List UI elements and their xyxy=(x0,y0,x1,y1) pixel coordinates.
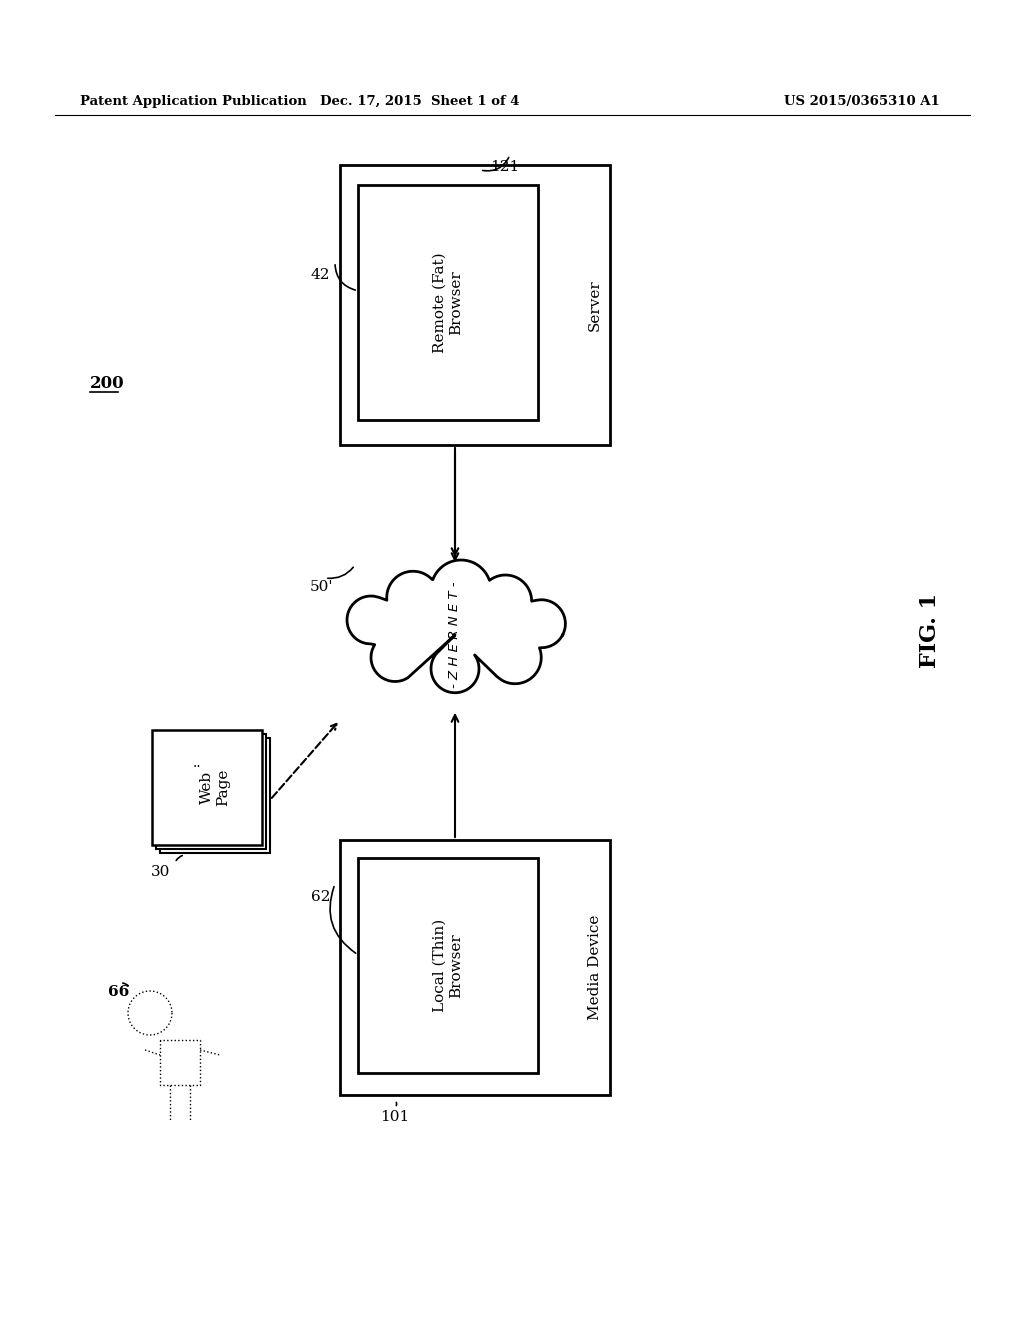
Text: 30: 30 xyxy=(151,865,170,879)
Text: Web
Page: Web Page xyxy=(200,768,230,807)
Text: 121: 121 xyxy=(490,160,519,174)
Polygon shape xyxy=(347,560,565,693)
Text: 50': 50' xyxy=(310,579,334,594)
Text: 66: 66 xyxy=(108,985,129,999)
Text: Local (Thin)
Browser: Local (Thin) Browser xyxy=(433,919,463,1012)
Text: ··: ·· xyxy=(193,760,202,774)
Bar xyxy=(358,185,538,420)
Text: 62: 62 xyxy=(310,890,330,904)
Bar xyxy=(152,730,262,845)
Text: 200: 200 xyxy=(90,375,125,392)
Bar xyxy=(340,165,610,445)
Bar xyxy=(358,858,538,1073)
Text: - Z H E R N E T -: - Z H E R N E T - xyxy=(449,582,462,688)
Text: FIG. 1: FIG. 1 xyxy=(919,593,941,668)
Bar xyxy=(160,738,270,853)
Text: Patent Application Publication: Patent Application Publication xyxy=(80,95,307,108)
Text: Server: Server xyxy=(588,279,602,331)
Bar xyxy=(156,734,266,849)
Text: 101: 101 xyxy=(380,1110,410,1125)
Text: 42: 42 xyxy=(310,268,330,282)
Text: Media Device: Media Device xyxy=(588,915,602,1020)
Text: Dec. 17, 2015  Sheet 1 of 4: Dec. 17, 2015 Sheet 1 of 4 xyxy=(321,95,520,108)
Text: Remote (Fat)
Browser: Remote (Fat) Browser xyxy=(433,252,463,352)
Text: US 2015/0365310 A1: US 2015/0365310 A1 xyxy=(784,95,940,108)
Bar xyxy=(340,840,610,1096)
